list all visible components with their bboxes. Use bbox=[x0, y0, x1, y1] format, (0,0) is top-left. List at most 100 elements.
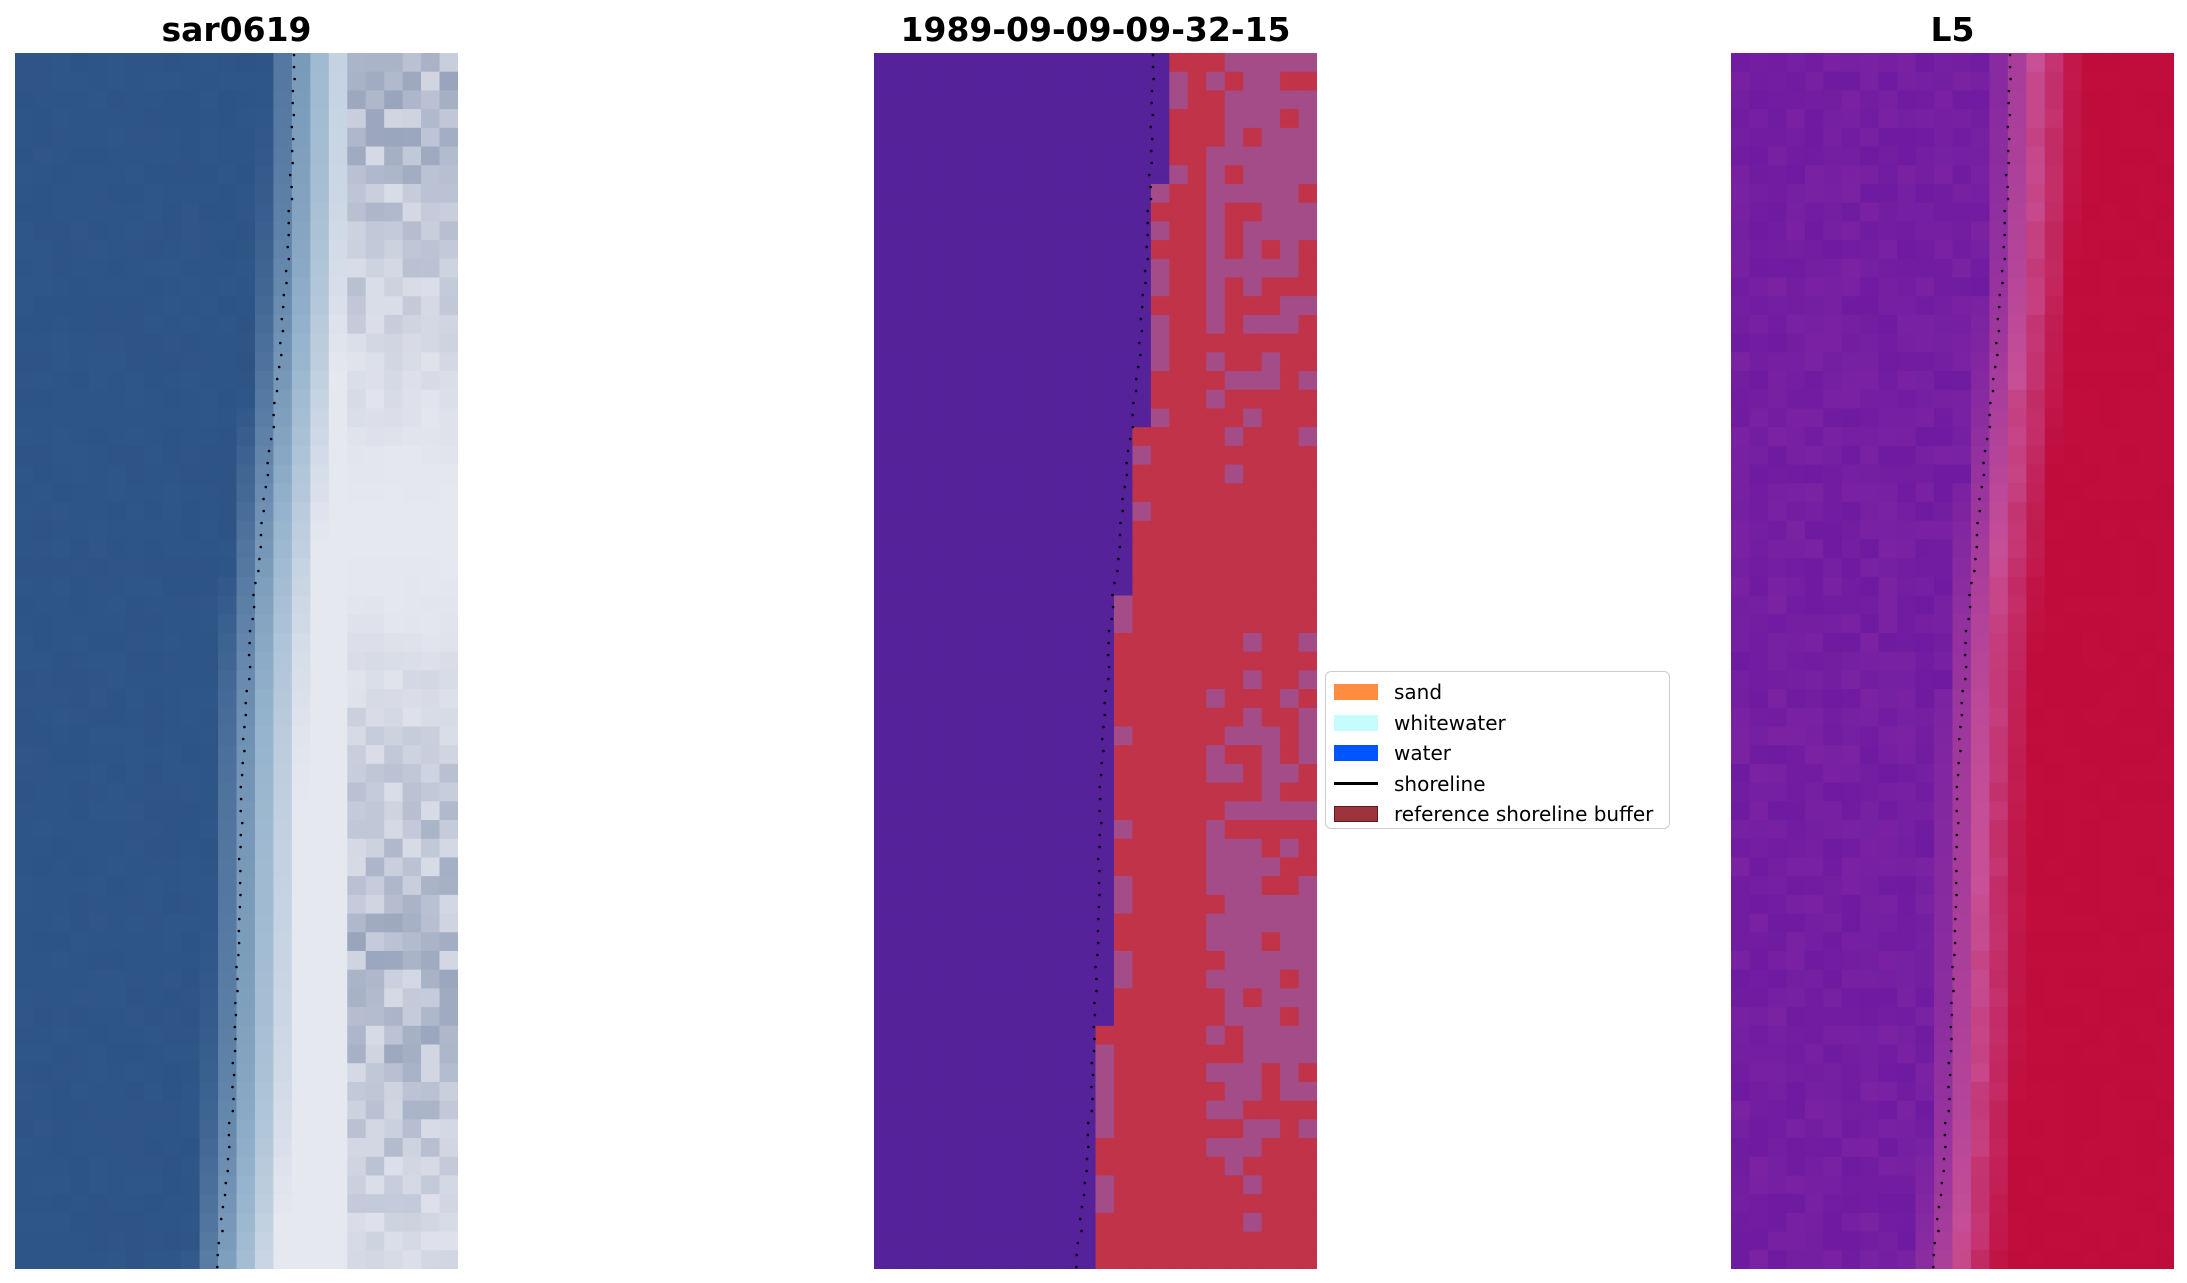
shoreline-point bbox=[239, 833, 243, 837]
shoreline-point bbox=[1121, 509, 1124, 513]
shoreline-point bbox=[1098, 833, 1102, 837]
shoreline-point bbox=[293, 77, 296, 81]
shoreline-point bbox=[223, 1193, 227, 1197]
shoreline-point bbox=[244, 701, 247, 705]
shoreline-point bbox=[1957, 737, 1961, 741]
shoreline-point bbox=[1988, 413, 1991, 417]
shoreline-point bbox=[1935, 1217, 1939, 1221]
legend-swatch-sand bbox=[1334, 684, 1378, 701]
shoreline-point bbox=[1102, 725, 1105, 729]
shoreline-point bbox=[2007, 137, 2011, 141]
shoreline-point bbox=[1964, 665, 1968, 669]
shoreline-point bbox=[1964, 677, 1967, 681]
legend-swatch-whitewater bbox=[1334, 714, 1378, 731]
legend-line-shoreline bbox=[1334, 782, 1378, 786]
shoreline-point bbox=[1083, 1181, 1087, 1185]
shoreline-point bbox=[1957, 821, 1960, 825]
shoreline-point bbox=[1950, 1013, 1954, 1017]
shoreline-point bbox=[238, 881, 242, 885]
shoreline-point bbox=[1125, 473, 1129, 477]
shoreline-point bbox=[231, 1109, 235, 1113]
panel-title-index: L5 bbox=[1930, 10, 1975, 49]
shoreline-point bbox=[287, 209, 291, 213]
shoreline-point bbox=[240, 773, 244, 777]
shoreline-point bbox=[1128, 437, 1132, 441]
shoreline-point bbox=[287, 233, 291, 237]
shoreline-point bbox=[1134, 377, 1138, 381]
shoreline-point bbox=[1145, 245, 1148, 249]
shoreline-point bbox=[235, 965, 238, 969]
shoreline-point bbox=[1952, 977, 1955, 981]
shoreline-point bbox=[1090, 1109, 1094, 1113]
shoreline-point bbox=[1948, 1073, 1952, 1077]
shoreline-point bbox=[2008, 113, 2012, 117]
shoreline-point bbox=[1932, 1253, 1935, 1257]
shoreline-point bbox=[1098, 893, 1101, 897]
shoreline-point bbox=[1944, 1145, 1947, 1149]
shoreline-point bbox=[1086, 1121, 1090, 1125]
legend-item-sand: sand bbox=[1326, 677, 1669, 708]
shoreline-point bbox=[217, 1241, 221, 1245]
shoreline-point bbox=[1940, 1181, 1944, 1185]
shoreline-point bbox=[1989, 401, 1992, 405]
shoreline-point bbox=[1092, 1025, 1096, 1029]
shoreline-point bbox=[1140, 329, 1144, 333]
shoreline-point bbox=[248, 629, 252, 633]
shoreline-point bbox=[1080, 1229, 1083, 1233]
shoreline-point bbox=[262, 497, 265, 501]
shoreline-point bbox=[284, 269, 288, 273]
shoreline-point bbox=[1097, 881, 1101, 885]
shoreline-point bbox=[1150, 137, 1154, 141]
shoreline-point bbox=[239, 893, 242, 897]
shoreline-point bbox=[1995, 341, 1998, 345]
shoreline-point bbox=[238, 905, 242, 909]
shoreline-point bbox=[1937, 1205, 1941, 1209]
shoreline-point bbox=[248, 665, 252, 669]
shoreline-point bbox=[2004, 173, 2008, 177]
shoreline-point bbox=[251, 617, 254, 621]
shoreline-point bbox=[1134, 389, 1138, 393]
shoreline-point bbox=[1096, 929, 1100, 933]
shoreline-point bbox=[237, 929, 241, 933]
shoreline-point bbox=[2007, 101, 2010, 105]
shoreline-point bbox=[1968, 593, 1971, 597]
shoreline-point bbox=[1086, 1133, 1090, 1137]
shoreline-point bbox=[1118, 533, 1122, 537]
shoreline-point bbox=[1103, 701, 1106, 705]
shoreline-point bbox=[1138, 341, 1141, 345]
shoreline-point bbox=[1098, 809, 1101, 813]
shoreline-point bbox=[1091, 1073, 1095, 1077]
shoreline-point bbox=[1119, 521, 1122, 525]
shoreline-point bbox=[1141, 293, 1145, 297]
shoreline-point bbox=[227, 1133, 231, 1137]
shoreline-point bbox=[1978, 509, 1981, 513]
shoreline-point bbox=[252, 605, 256, 609]
shoreline-point bbox=[2001, 281, 2004, 285]
shoreline-point bbox=[1076, 1241, 1080, 1245]
shoreline-point bbox=[1111, 593, 1114, 597]
shoreline-point bbox=[280, 353, 283, 357]
shoreline-point bbox=[1955, 869, 1958, 873]
shoreline-point bbox=[1102, 749, 1105, 753]
shoreline-point bbox=[239, 785, 243, 789]
shoreline-point bbox=[1959, 725, 1962, 729]
shoreline-point bbox=[1132, 401, 1135, 405]
shoreline-point bbox=[236, 989, 239, 993]
shoreline-point bbox=[1976, 521, 1979, 525]
shoreline-point bbox=[1996, 353, 1999, 357]
shoreline-point bbox=[226, 1169, 229, 1173]
shoreline-point bbox=[1092, 1049, 1096, 1053]
shoreline-point bbox=[1144, 281, 1147, 285]
shoreline-point bbox=[231, 1085, 234, 1089]
shoreline-point bbox=[1098, 797, 1102, 801]
legend-label-whitewater: whitewater bbox=[1394, 710, 1506, 735]
shoreline-point bbox=[1960, 701, 1963, 705]
shoreline-point bbox=[1078, 1217, 1082, 1221]
shoreline-point bbox=[1139, 317, 1143, 321]
shoreline-point bbox=[239, 797, 243, 801]
classification-image-panel bbox=[874, 53, 1317, 1269]
shoreline-point bbox=[1113, 581, 1116, 585]
shoreline-point bbox=[237, 953, 240, 957]
shoreline-point bbox=[1131, 413, 1134, 417]
shoreline-point bbox=[292, 65, 296, 69]
